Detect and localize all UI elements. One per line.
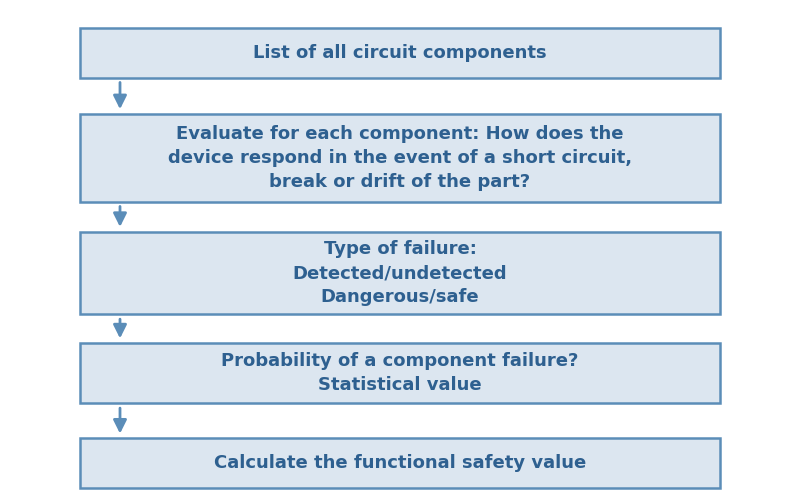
Text: Detected/undetected: Detected/undetected (293, 264, 507, 282)
FancyBboxPatch shape (80, 28, 720, 78)
Text: Evaluate for each component: How does the: Evaluate for each component: How does th… (176, 125, 624, 143)
Text: Statistical value: Statistical value (318, 376, 482, 394)
FancyBboxPatch shape (80, 438, 720, 488)
Text: break or drift of the part?: break or drift of the part? (270, 173, 530, 191)
Text: Type of failure:: Type of failure: (323, 240, 477, 258)
Text: device respond in the event of a short circuit,: device respond in the event of a short c… (168, 149, 632, 167)
Text: List of all circuit components: List of all circuit components (253, 44, 547, 62)
Text: Probability of a component failure?: Probability of a component failure? (222, 352, 578, 370)
FancyBboxPatch shape (80, 114, 720, 201)
FancyBboxPatch shape (80, 343, 720, 403)
Text: Calculate the functional safety value: Calculate the functional safety value (214, 454, 586, 472)
Text: Dangerous/safe: Dangerous/safe (321, 288, 479, 306)
FancyBboxPatch shape (80, 232, 720, 315)
